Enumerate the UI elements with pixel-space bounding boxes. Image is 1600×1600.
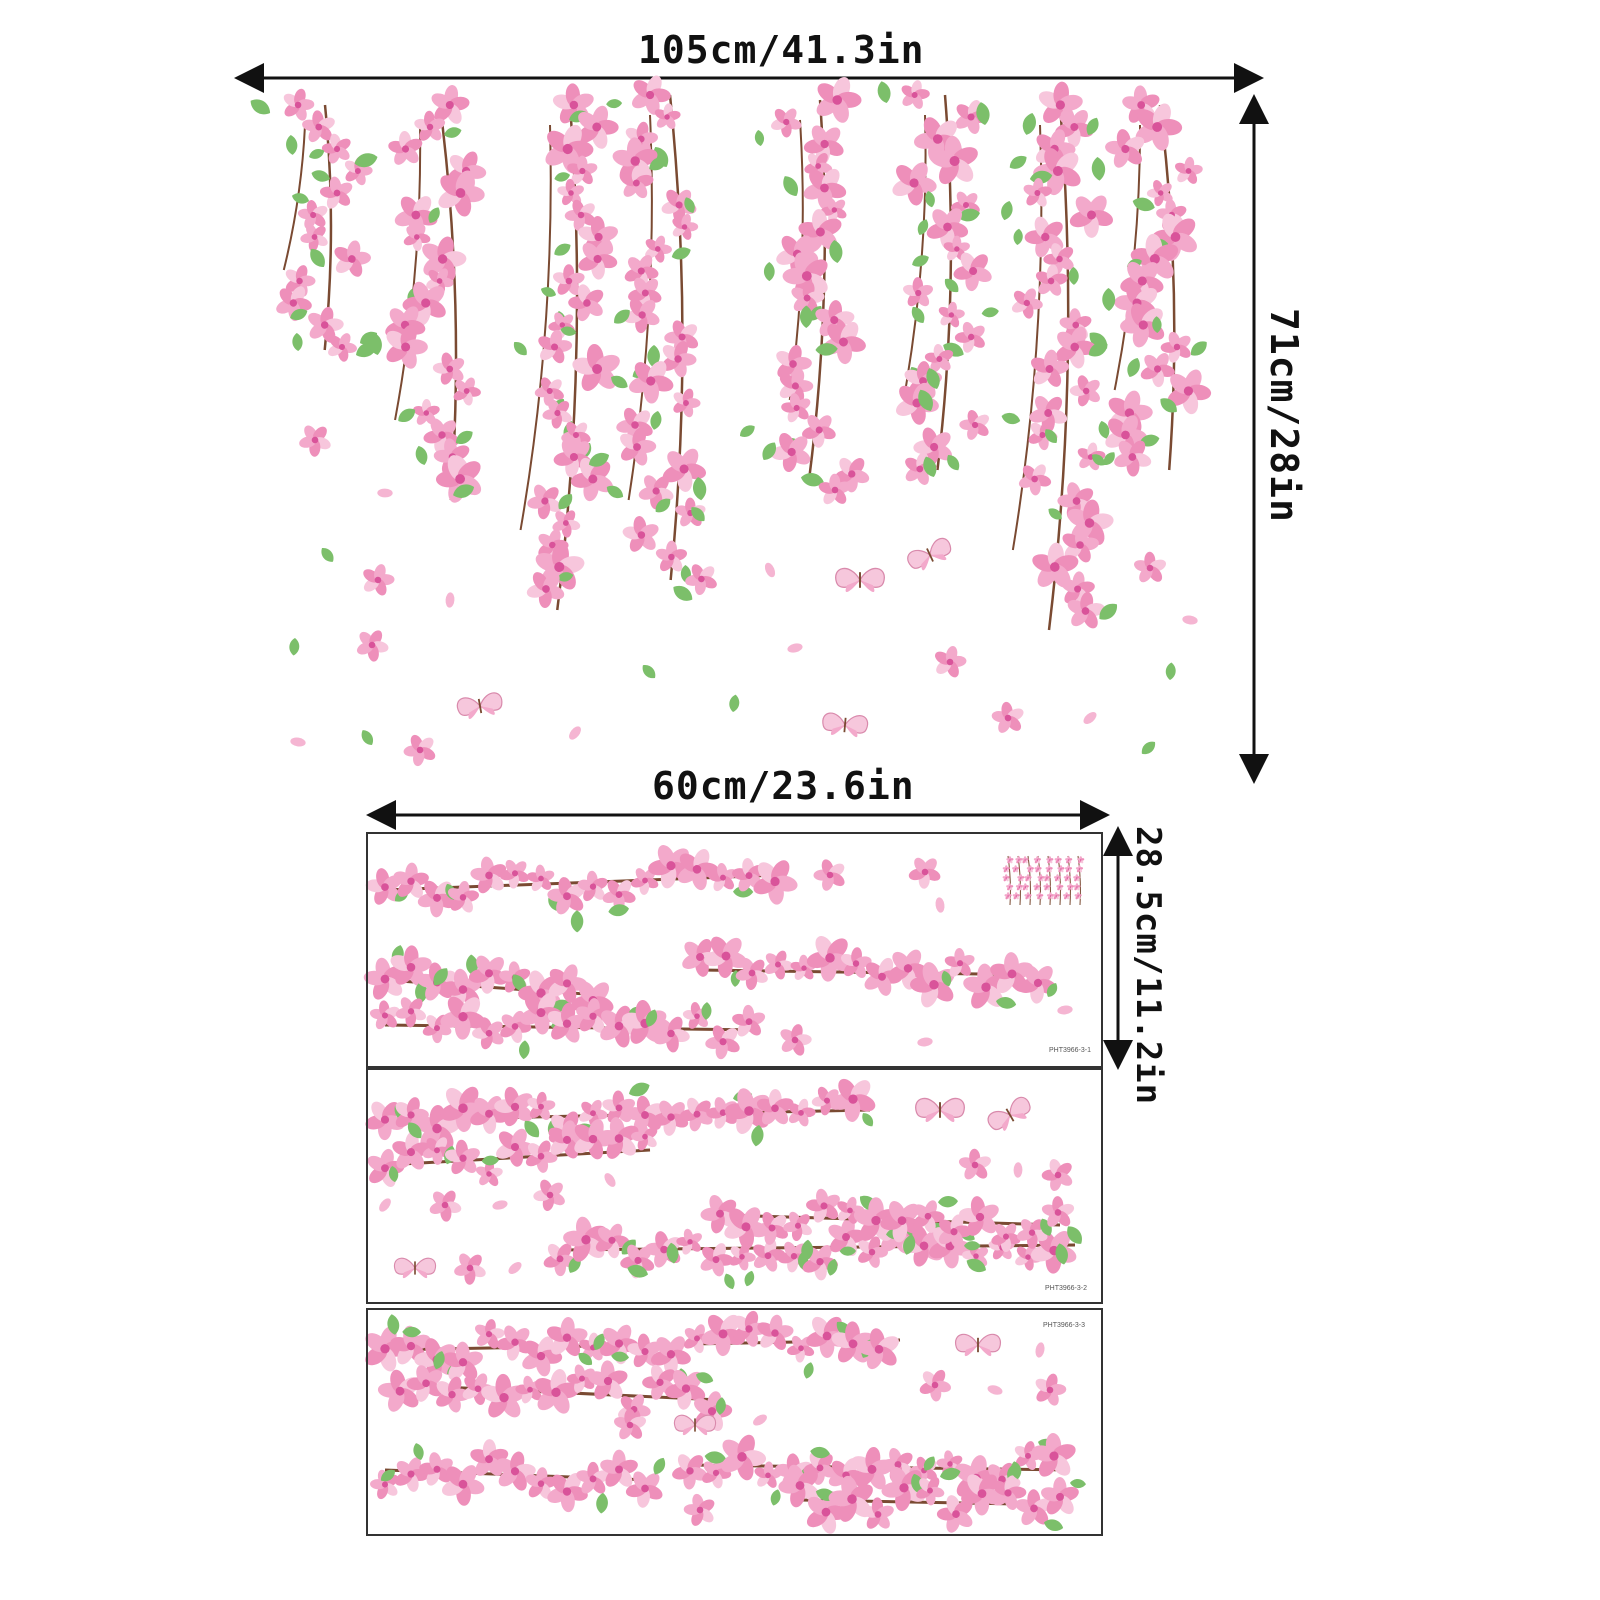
leaf-icon (1187, 337, 1211, 360)
leaf-icon (291, 332, 304, 352)
butterfly-icon (820, 711, 870, 739)
hanging-vines (247, 65, 1220, 638)
leaf-icon (1006, 152, 1030, 173)
leaf-icon (753, 129, 766, 147)
sticker-sheet-3: PHT3966-3-3 (366, 1308, 1103, 1536)
butterfly-icon (455, 690, 505, 722)
sticker-sheet-2: PHT3966-3-2 (366, 1068, 1103, 1304)
petal-icon (445, 591, 455, 609)
blossom-icon (803, 65, 872, 135)
leaf-icon (980, 306, 1000, 319)
scattered-petals (288, 416, 1199, 770)
leaf-icon (358, 727, 377, 748)
leaf-icon (779, 172, 803, 200)
leaf-icon (1090, 156, 1107, 182)
leaf-icon (998, 199, 1015, 222)
butterfly-icon (904, 534, 956, 576)
sheet-code: PHT3966-3-2 (1044, 1285, 1087, 1292)
petal-icon (1181, 614, 1199, 626)
leaf-icon (288, 637, 300, 656)
leaf-icon (1020, 111, 1039, 137)
blossom-icon (401, 730, 439, 770)
sheet-code: PHT3966-3-1 (1048, 1047, 1091, 1054)
sheet-height-label: 28.5cm/11.2in (1128, 826, 1168, 1106)
top-width-label: 105cm/41.3in (638, 28, 925, 72)
leaf-icon (309, 167, 332, 185)
blossom-icon (1171, 153, 1206, 189)
leaf-icon (306, 245, 329, 271)
leaf-icon (551, 240, 574, 259)
petal-icon (786, 641, 804, 655)
vine-stem (519, 124, 552, 531)
blossom-icon (291, 416, 339, 464)
leaf-icon (639, 661, 659, 682)
blossom-icon (958, 408, 992, 442)
blossom-icon (931, 643, 968, 681)
vine-stem (394, 124, 422, 421)
petal-icon (566, 724, 584, 742)
leaf-icon (875, 79, 893, 105)
leaf-icon (763, 261, 775, 282)
leaf-icon (1130, 194, 1157, 214)
leaf-icon (442, 125, 463, 140)
leaf-icon (605, 98, 623, 109)
blossom-icon (1058, 183, 1124, 248)
leaf-icon (1124, 355, 1144, 380)
blossom-icon (893, 73, 937, 117)
blossom-icon (348, 621, 397, 670)
blossom-icon (1129, 546, 1172, 590)
leaf-icon (728, 693, 741, 713)
leaf-icon (318, 544, 337, 565)
sticker-sheet-1: PHT3966-3-1 (366, 832, 1103, 1068)
leaf-icon (908, 303, 928, 326)
petal-icon (1081, 709, 1099, 727)
vine-stem (1158, 104, 1176, 471)
leaf-icon (510, 338, 531, 359)
petal-icon (289, 736, 307, 748)
leaf-icon (1138, 738, 1159, 758)
vine-stem (904, 114, 927, 391)
sheet-branches (354, 832, 1087, 1542)
blossom-icon (360, 562, 396, 598)
leaf-icon (1102, 287, 1116, 312)
blossom-icon (1062, 367, 1110, 415)
leaf-icon (1068, 266, 1079, 285)
leaf-icon (285, 134, 299, 156)
petal-icon (377, 488, 393, 498)
sheet-width-label: 60cm/23.6in (652, 764, 915, 808)
leaf-icon (1012, 228, 1024, 246)
leaf-icon (247, 95, 274, 119)
blossom-icon (666, 384, 705, 422)
leaf-icon (1165, 662, 1177, 681)
blossom-icon (1012, 456, 1057, 502)
leaf-icon (1000, 410, 1022, 427)
leaf-icon (737, 422, 758, 441)
blossom-icon (988, 698, 1028, 738)
leaf-icon (413, 444, 430, 467)
petal-icon (762, 561, 778, 579)
sheet-code: PHT3966-3-3 (1042, 1322, 1085, 1329)
blossom-icon (330, 237, 373, 281)
top-height-label: 71cm/28in (1262, 308, 1306, 523)
leaf-icon (691, 476, 708, 502)
butterfly-icon (834, 567, 886, 593)
blossom-icon (935, 299, 967, 331)
